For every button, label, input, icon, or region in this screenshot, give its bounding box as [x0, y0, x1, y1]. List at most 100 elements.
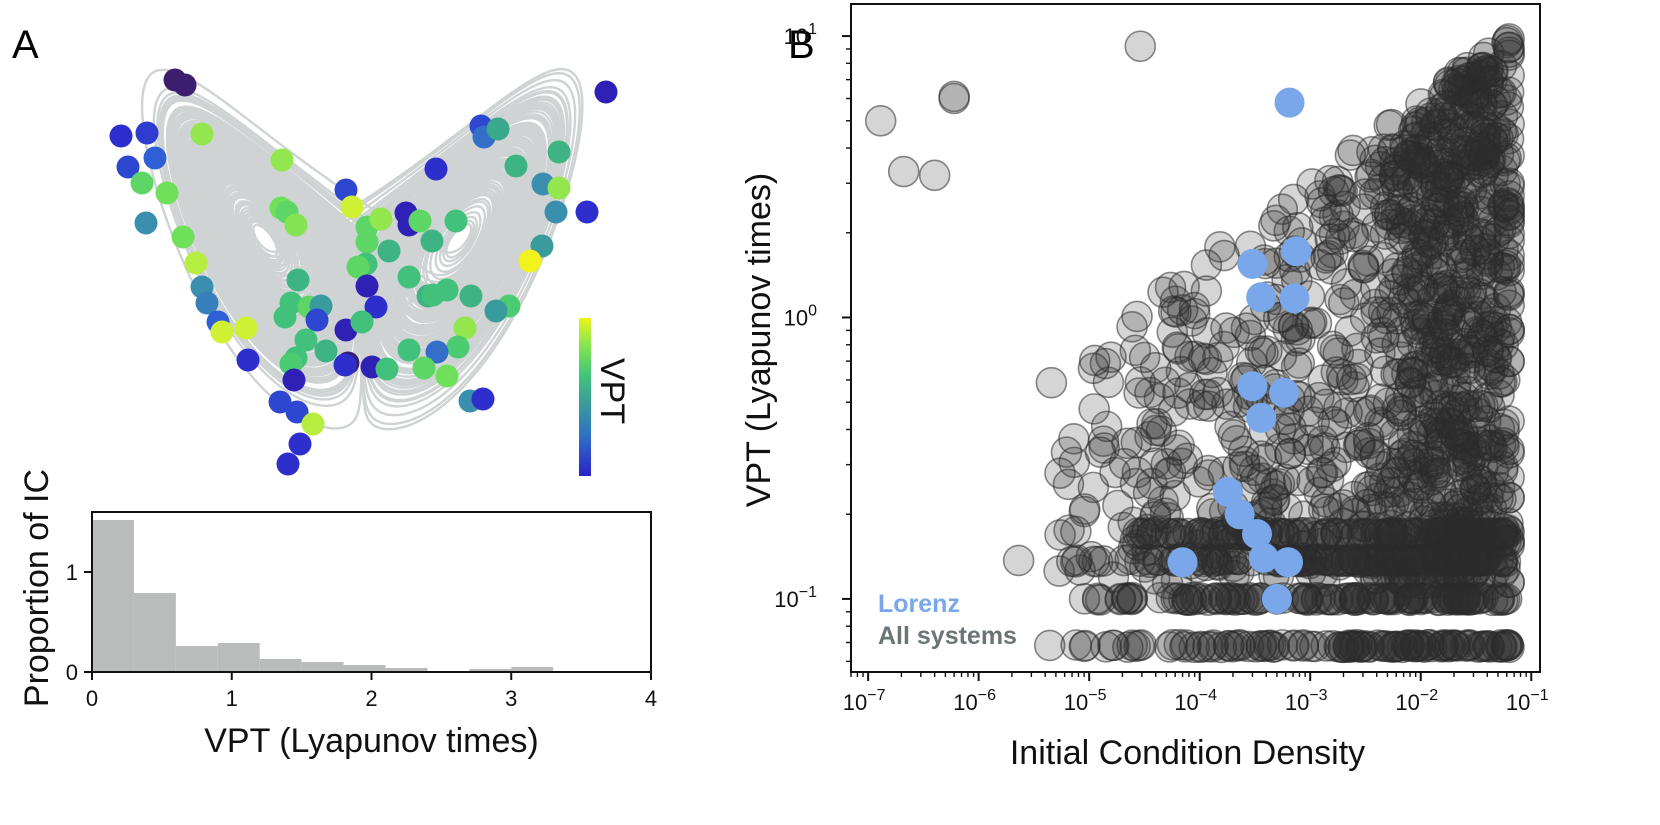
- all-systems-point: [1090, 410, 1123, 443]
- all-systems-point: [1299, 520, 1332, 553]
- initial-condition-point: [333, 353, 357, 377]
- all-systems-point: [1493, 279, 1525, 312]
- all-systems-point: [1323, 174, 1355, 206]
- all-systems-point: [1160, 517, 1192, 550]
- initial-condition-point: [143, 146, 167, 170]
- initial-condition-point: [171, 225, 195, 249]
- all-systems-point: [1331, 519, 1364, 552]
- lorenz-point: [1237, 248, 1268, 279]
- all-systems-point: [1377, 258, 1409, 290]
- all-systems-point: [1089, 347, 1122, 380]
- initial-condition-point: [276, 452, 300, 476]
- all-systems-point: [1162, 582, 1195, 614]
- all-systems-point: [1356, 136, 1388, 168]
- lorenz-point: [1167, 547, 1198, 578]
- initial-condition-point: [350, 310, 374, 334]
- all-systems-point: [1280, 350, 1313, 383]
- initial-condition-point: [134, 211, 158, 235]
- all-systems-point: [1208, 239, 1240, 272]
- all-systems-point: [1347, 251, 1380, 284]
- all-systems-point: [1473, 358, 1505, 391]
- initial-condition-point: [547, 176, 571, 200]
- all-systems-point: [1061, 544, 1093, 576]
- histogram-bar: [301, 662, 344, 672]
- all-systems-point: [1287, 517, 1319, 549]
- all-systems-point: [1474, 471, 1506, 503]
- all-systems-point: [1390, 629, 1423, 662]
- histogram-bar: [92, 520, 134, 672]
- all-systems-point: [1487, 252, 1519, 284]
- all-systems-point: [1213, 629, 1245, 662]
- all-systems-point: [1364, 151, 1397, 183]
- histogram-bar: [343, 665, 386, 672]
- all-systems-point: [1402, 472, 1435, 504]
- initial-condition-point: [286, 268, 310, 292]
- all-systems-point: [1170, 629, 1202, 661]
- histogram-y-tick-label: 0: [66, 660, 78, 685]
- all-systems-point: [1484, 213, 1517, 246]
- all-systems-point: [1402, 582, 1435, 615]
- all-systems-point: [1376, 296, 1408, 329]
- all-systems-point: [1386, 316, 1418, 348]
- all-systems-point: [1035, 366, 1068, 399]
- initial-condition-point: [340, 195, 364, 219]
- initial-condition-point: [190, 122, 214, 146]
- scatter-x-tick-label: 10−3: [1285, 687, 1328, 715]
- scatter-frame: [850, 3, 1541, 673]
- all-systems-point: [1380, 582, 1412, 614]
- all-systems-point: [1338, 220, 1370, 253]
- all-systems-point: [1210, 312, 1242, 344]
- all-systems-point: [1436, 275, 1469, 307]
- all-systems-point: [1108, 447, 1141, 480]
- all-systems-point: [1108, 544, 1140, 577]
- all-systems-point: [1312, 240, 1345, 272]
- lorenz-point: [1246, 282, 1277, 313]
- all-systems-point: [1330, 431, 1363, 464]
- all-systems-point: [1239, 463, 1272, 495]
- all-systems-point: [1132, 543, 1164, 576]
- all-systems-point: [1219, 584, 1252, 616]
- scatter-y-tick-label: 101: [784, 21, 817, 49]
- all-systems-point: [1460, 439, 1493, 471]
- all-systems-point: [1402, 251, 1434, 283]
- initial-condition-point: [135, 121, 159, 145]
- all-systems-point: [1459, 544, 1491, 577]
- all-systems-point: [1398, 122, 1430, 155]
- initial-condition-point: [420, 229, 444, 253]
- lorenz-point: [1241, 519, 1272, 550]
- all-systems-point: [1268, 463, 1301, 496]
- all-systems-point: [1044, 519, 1076, 551]
- all-systems-point: [1449, 630, 1482, 662]
- all-systems-point: [1135, 467, 1168, 500]
- all-systems-point: [1134, 376, 1166, 409]
- initial-condition-point: [375, 357, 399, 381]
- vpt-histogram: 0 1 2 3 4 0 1 VPT (Lyapunov times) Proportion of…: [18, 469, 657, 760]
- all-systems-point: [864, 104, 897, 137]
- initial-condition-point: [504, 154, 528, 178]
- all-systems-point: [1397, 191, 1430, 224]
- all-systems-point: [1422, 407, 1455, 439]
- all-systems-point: [1050, 436, 1083, 468]
- initial-condition-point: [173, 73, 197, 97]
- initial-condition-point: [377, 239, 401, 263]
- all-systems-point: [1422, 584, 1455, 617]
- all-systems-point: [1314, 583, 1347, 616]
- lorenz-point: [1274, 87, 1305, 118]
- all-systems-point: [1078, 393, 1110, 425]
- initial-condition-point: [155, 181, 179, 205]
- all-systems-point: [1487, 450, 1519, 483]
- all-systems-point: [1258, 483, 1291, 516]
- initial-condition-point: [236, 348, 260, 372]
- all-systems-point: [1116, 583, 1148, 616]
- all-systems-point: [1386, 439, 1418, 472]
- histogram-x-tick-label: 2: [365, 686, 377, 711]
- initial-condition-point: [273, 305, 297, 329]
- all-systems-point: [1119, 334, 1152, 367]
- all-systems-point: [1473, 147, 1506, 179]
- all-systems-point: [1332, 630, 1364, 662]
- all-systems-point: [1422, 368, 1454, 401]
- vpt-vs-density-chart: 10−7 10−6 10−5 10−4 10−3 10−2 10−1 10−1 100 101 In…: [740, 3, 1549, 772]
- initial-condition-point: [425, 340, 449, 364]
- histogram-x-tick-label: 1: [226, 686, 238, 711]
- all-systems-point: [1338, 480, 1371, 513]
